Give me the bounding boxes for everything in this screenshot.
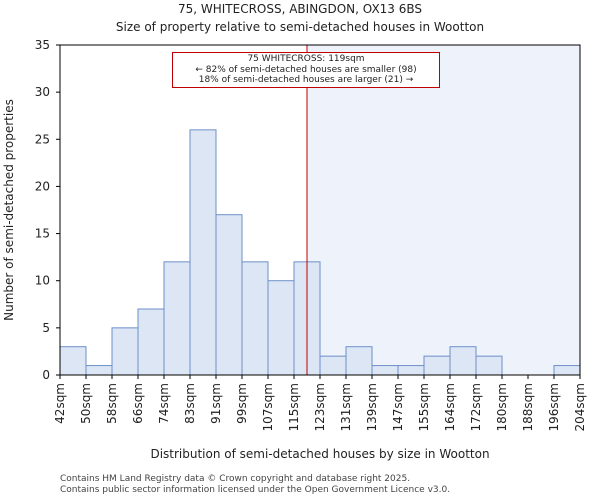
x-tick-label-172sqm: 172sqm: [469, 383, 483, 431]
x-tick-label-204sqm: 204sqm: [573, 383, 587, 431]
chart-title-line1: 75, WHITECROSS, ABINGDON, OX13 6BS: [177, 2, 423, 16]
bar-155sqm: [423, 355, 451, 376]
x-tick-label-188sqm: 188sqm: [521, 383, 535, 431]
x-tick-label-66sqm: 66sqm: [131, 383, 145, 424]
x-tick-label-131sqm: 131sqm: [339, 383, 353, 431]
annotation-line2: ← 82% of semi-detached houses are smalle…: [195, 64, 417, 75]
bar-58sqm: [111, 327, 139, 376]
x-tick-label-123sqm: 123sqm: [313, 383, 327, 431]
y-tick-label-15: 15: [35, 227, 50, 241]
x-tick-label-115sqm: 115sqm: [287, 383, 301, 431]
x-tick-label-42sqm: 42sqm: [53, 383, 67, 424]
x-tick-label-83sqm: 83sqm: [183, 383, 197, 424]
x-tick-label-50sqm: 50sqm: [79, 383, 93, 424]
x-tick-label-74sqm: 74sqm: [157, 383, 171, 424]
x-tick-label-147sqm: 147sqm: [391, 383, 405, 431]
x-tick-label-180sqm: 180sqm: [495, 383, 509, 431]
x-tick-label-155sqm: 155sqm: [417, 383, 431, 431]
x-tick-label-139sqm: 139sqm: [365, 383, 379, 431]
y-axis-label: Number of semi-detached properties: [2, 99, 16, 321]
bar-50sqm: [85, 365, 113, 376]
bar-172sqm: [475, 355, 503, 376]
y-tick-label-30: 30: [35, 85, 50, 99]
bar-147sqm: [397, 365, 425, 376]
bar-123sqm: [319, 355, 347, 376]
x-tick-label-58sqm: 58sqm: [105, 383, 119, 424]
y-tick-label-0: 0: [42, 368, 50, 382]
bar-99sqm: [241, 261, 269, 376]
y-tick-label-35: 35: [35, 38, 50, 52]
y-tick-label-20: 20: [35, 179, 50, 193]
chart-title-line2: Size of property relative to semi-detach…: [115, 20, 485, 34]
y-tick-label-25: 25: [35, 132, 50, 146]
bar-196sqm: [553, 365, 581, 376]
bar-139sqm: [371, 365, 399, 376]
footer-line1: Contains HM Land Registry data © Crown c…: [60, 474, 411, 484]
y-tick-label-5: 5: [42, 321, 50, 335]
x-axis-label: Distribution of semi-detached houses by …: [150, 447, 489, 461]
annotation-box: 75 WHITECROSS: 119sqm ← 82% of semi-deta…: [172, 52, 440, 88]
x-tick-label-91sqm: 91sqm: [209, 383, 223, 424]
axes-group: 0 5 10 15 20 25 30 35 42sqm 50sqm 58sqm 66sqm 74sqm 8…: [35, 38, 587, 431]
bar-74sqm: [163, 261, 191, 376]
bar-66sqm: [137, 308, 165, 376]
x-tick-label-99sqm: 99sqm: [235, 383, 249, 424]
x-tick-label-164sqm: 164sqm: [443, 383, 457, 431]
bar-42sqm: [59, 346, 87, 376]
x-tick-label-107sqm: 107sqm: [261, 383, 275, 431]
annotation-line3: 18% of semi-detached houses are larger (…: [198, 75, 414, 85]
bar-164sqm: [449, 346, 477, 376]
y-tick-label-10: 10: [35, 274, 50, 288]
annotation-line1: 75 WHITECROSS: 119sqm: [247, 54, 365, 64]
x-tick-label-196sqm: 196sqm: [547, 383, 561, 431]
larger-houses-shade: [307, 45, 580, 375]
bar-91sqm: [215, 214, 243, 376]
bar-83sqm: [189, 129, 217, 376]
bars-group: [59, 129, 581, 376]
footer-line2: Contains public sector information licen…: [60, 485, 451, 495]
bar-131sqm: [345, 346, 373, 376]
bar-107sqm: [267, 280, 295, 376]
